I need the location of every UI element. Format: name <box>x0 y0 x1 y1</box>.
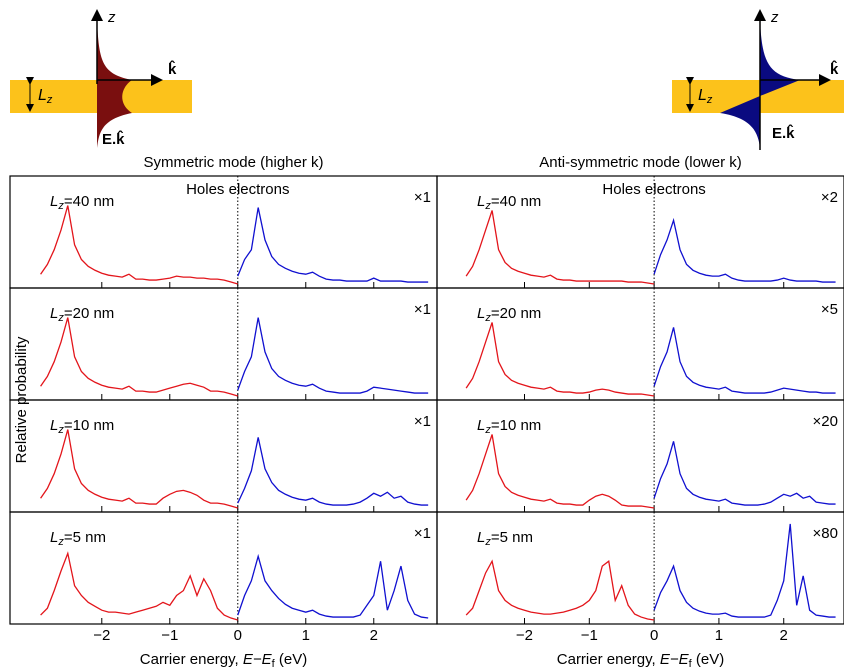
x-tick-label: 2 <box>370 627 378 644</box>
panel-label: Lz=10 nm <box>477 417 541 436</box>
annotation: Holes electrons <box>186 181 289 198</box>
panel-label-part: L <box>50 529 58 546</box>
series-line <box>653 327 836 394</box>
field-profile-upper <box>760 20 800 96</box>
panel-label-part: z <box>57 536 64 548</box>
x-axis-label-part: Carrier energy, <box>140 651 243 668</box>
x-tick-label: −2 <box>93 627 110 644</box>
panel-label-part: L <box>50 305 58 322</box>
panel-label-part: =40 nm <box>491 193 541 210</box>
x-axis-label-part: E−E <box>660 651 690 668</box>
panel-label: Lz=40 nm <box>477 193 541 212</box>
multiplier: ×1 <box>414 413 431 430</box>
lz-label: Lz <box>698 87 713 106</box>
series-line <box>465 559 655 621</box>
panel-label: Lz=10 nm <box>50 417 114 436</box>
inset-symmetric: z k̂ Lz E.k̂ <box>10 9 192 148</box>
series-line <box>653 441 836 506</box>
lz-main: L <box>38 87 47 104</box>
panel-label-part: =5 nm <box>64 529 106 546</box>
column-title: Anti-symmetric mode (lower k) <box>539 154 742 171</box>
panel-label-part: L <box>50 193 58 210</box>
multiplier: ×80 <box>813 525 838 542</box>
panel-label: Lz=40 nm <box>50 193 114 212</box>
series-line <box>653 217 836 283</box>
panel-frame <box>436 511 844 625</box>
series-line <box>653 523 836 618</box>
lz-main: L <box>698 87 707 104</box>
ek-label: E.k̂ <box>772 123 795 142</box>
panel-label-part: z <box>484 424 491 436</box>
series-line <box>237 207 429 283</box>
series-line <box>237 553 429 619</box>
series-line <box>465 434 655 509</box>
x-tick-label: 0 <box>234 627 242 644</box>
x-tick-label: −1 <box>581 627 598 644</box>
panel-label: Lz=5 nm <box>477 529 533 548</box>
k-label: k̂ <box>168 59 177 78</box>
panel-label-part: L <box>477 305 485 322</box>
panel-label-part: L <box>50 417 58 434</box>
panel-label-part: z <box>484 312 491 324</box>
panel-label-part: z <box>484 200 491 212</box>
x-tick-label: 1 <box>302 627 310 644</box>
z-label: z <box>770 9 779 26</box>
multiplier: ×20 <box>813 413 838 430</box>
x-tick-label: 1 <box>715 627 723 644</box>
annotation: Holes electrons <box>602 181 705 198</box>
x-axis-label-part: (eV) <box>275 651 308 668</box>
x-axis-label-part: f <box>689 658 693 670</box>
multiplier: ×5 <box>821 301 838 318</box>
k-label: k̂ <box>830 59 839 78</box>
series-line <box>237 437 429 506</box>
series-line <box>40 205 238 285</box>
x-tick-label: 0 <box>650 627 658 644</box>
x-tick-label: −1 <box>161 627 178 644</box>
multiplier: ×1 <box>414 525 431 542</box>
panel-label: Lz=5 nm <box>50 529 106 548</box>
multiplier: ×2 <box>821 189 838 206</box>
panel-label-part: z <box>57 200 64 212</box>
column-title: Symmetric mode (higher k) <box>143 154 323 171</box>
panel-label-part: =40 nm <box>64 193 114 210</box>
panel-label-part: z <box>57 424 64 436</box>
z-label: z <box>107 9 116 26</box>
panel-label-part: =20 nm <box>491 305 541 322</box>
series-line <box>465 210 655 285</box>
ek-label: E.k̂ <box>102 129 125 148</box>
series-line <box>40 551 238 621</box>
inset-antisymmetric: z k̂ Lz E.k̂ <box>672 9 844 150</box>
x-axis-label-part: f <box>272 658 276 670</box>
field-profile <box>97 20 132 148</box>
series-line <box>40 317 238 397</box>
multiplier: ×1 <box>414 189 431 206</box>
multiplier: ×1 <box>414 301 431 318</box>
x-axis-label: Carrier energy, E−Ef (eV) <box>140 651 307 670</box>
x-tick-label: 2 <box>780 627 788 644</box>
panel-label-part: L <box>477 417 485 434</box>
series-line <box>465 322 655 397</box>
x-axis-label-part: (eV) <box>692 651 725 668</box>
panel-label: Lz=20 nm <box>477 305 541 324</box>
panel-label-part: =20 nm <box>64 305 114 322</box>
panel-label-part: =10 nm <box>64 417 114 434</box>
lz-sub: z <box>46 94 53 106</box>
field-profile-lower <box>720 96 760 148</box>
panel-label-part: z <box>57 312 64 324</box>
x-tick-label: −2 <box>516 627 533 644</box>
panel-label-part: z <box>484 536 491 548</box>
x-axis-label-part: E−E <box>243 651 273 668</box>
x-axis-label-part: Carrier energy, <box>557 651 660 668</box>
lz-sub: z <box>706 94 713 106</box>
series-line <box>40 429 238 509</box>
x-axis-label: Carrier energy, E−Ef (eV) <box>557 651 724 670</box>
panel-label-part: =5 nm <box>491 529 533 546</box>
panel-label-part: =10 nm <box>491 417 541 434</box>
panel-label-part: L <box>477 529 485 546</box>
panel-label-part: L <box>477 193 485 210</box>
series-line <box>237 317 429 394</box>
panel-label: Lz=20 nm <box>50 305 114 324</box>
lz-label: Lz <box>38 87 53 106</box>
